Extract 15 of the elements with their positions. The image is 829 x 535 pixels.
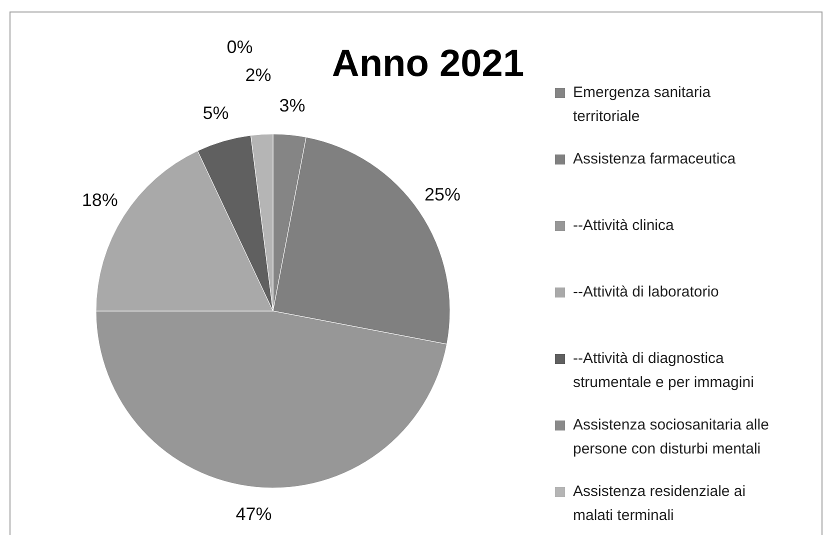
legend-label: --Attività di laboratorio [573,283,719,300]
chart-title: Anno 2021 [332,43,524,86]
legend-label: Emergenza sanitaria territoriale [573,84,712,125]
data-label: 5% [202,102,229,123]
data-label: 2% [245,65,272,86]
data-label: 47% [236,504,272,524]
data-label: 3% [279,96,306,116]
data-label: 25% [424,184,461,205]
legend-label: --Attività di diagnostica strumentale e per immagini [573,350,754,391]
legend-label: --Attività clinica [573,216,675,234]
data-label: 18% [82,190,118,210]
legend-label: Assistenza residenziale ai malati terminali [573,482,746,524]
legend-label: Assistenza farmaceutica [573,150,736,168]
legend-label: Assistenza sociosanitaria alle persone con disturbi mentali [573,416,769,458]
text: 0% [226,36,253,57]
